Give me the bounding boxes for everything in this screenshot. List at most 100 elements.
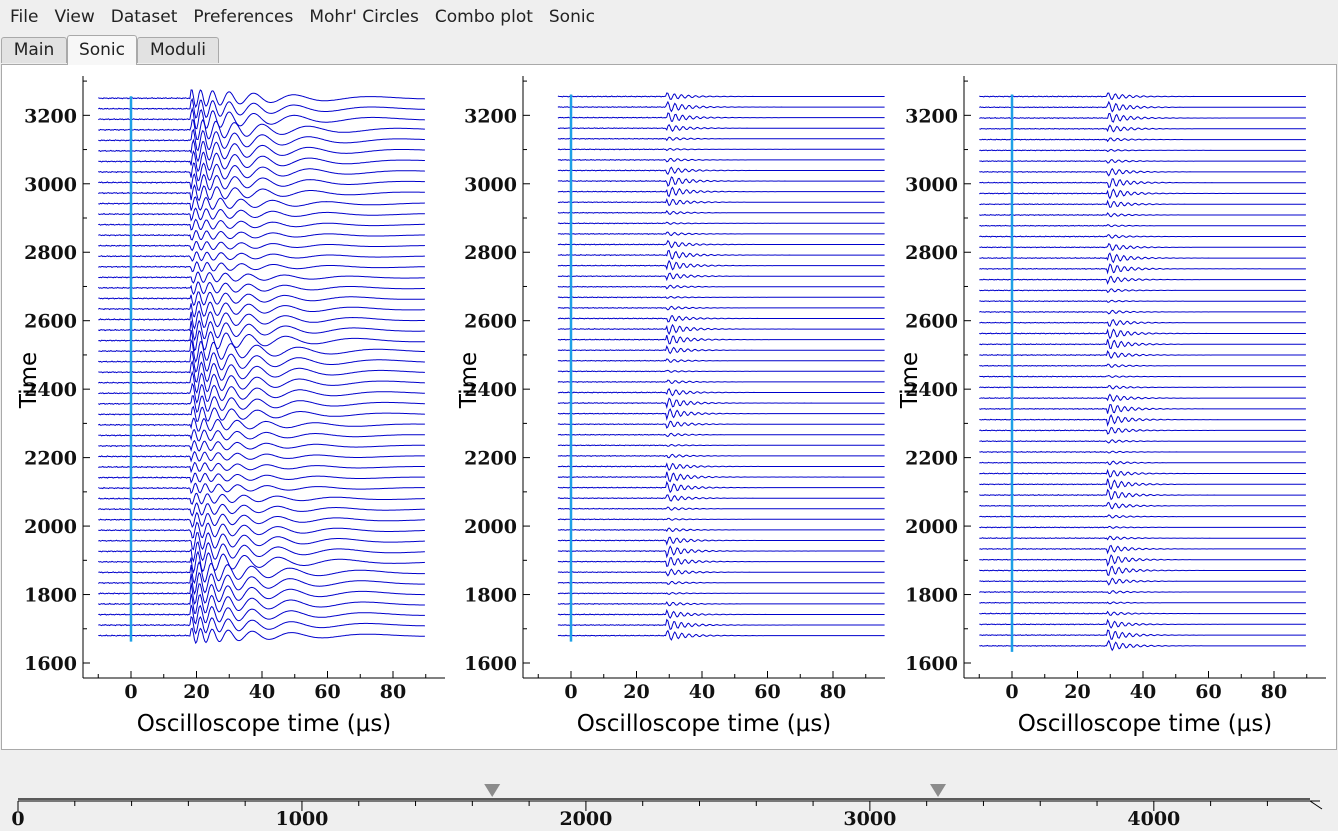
y-tick-label: 2200 [24,448,77,470]
trace [557,462,885,471]
trace [97,571,425,596]
timeline-slider[interactable]: 0 1000 2000 3000 4000 [0,762,1338,831]
trace [979,610,1306,616]
trace [557,536,885,546]
trace [979,501,1306,510]
trace [557,601,885,607]
timeline-end-handle[interactable] [930,784,947,797]
trace [557,369,885,373]
chart-middle: 1600 1800 2000 2200 2400 2600 2800 3000 3200 0 20 4… [456,76,885,737]
menu-mohr-circles[interactable]: Mohr' Circles [309,7,419,27]
menu-sonic[interactable]: Sonic [548,7,595,27]
trace [557,334,885,345]
trace [98,627,425,645]
trace [979,439,1306,444]
y-tick-label: 2600 [905,311,958,333]
tab-moduli[interactable]: Moduli [137,37,219,63]
trace [98,338,425,363]
trace [557,480,885,494]
trace [97,300,425,318]
trace [98,561,425,585]
trace [557,272,885,282]
trace [979,159,1306,164]
x-tick-label: 80 [380,681,406,703]
y-axis-title: Time [456,352,482,409]
trace [98,162,425,182]
trace [98,173,425,192]
menu-preferences[interactable]: Preferences [193,7,294,27]
chart-right: 1600 1800 2000 2200 2400 2600 2800 3000 3200 0 20 4… [897,76,1326,737]
trace [979,450,1306,454]
timeline-tick-label: 1000 [276,808,329,830]
trace [979,224,1306,228]
trace [557,608,885,619]
trace [979,148,1306,153]
trace [98,405,425,423]
y-tick-label: 2200 [905,448,958,470]
menu-file[interactable]: File [10,7,39,27]
trace [557,210,885,215]
x-axis-title: Oscilloscope time (μs) [577,711,832,737]
trace [98,207,425,222]
trace [557,197,885,207]
y-tick-label: 2000 [464,516,517,538]
trace [98,550,425,574]
trace [557,471,885,483]
trace [98,382,425,404]
menu-dataset[interactable]: Dataset [110,7,178,27]
trace [557,305,885,311]
trace [98,532,425,551]
trace [979,404,1306,414]
x-tick-label: 40 [249,681,275,703]
trace [557,239,885,249]
trace [979,242,1306,251]
tab-bar: Main Sonic Moduli [0,35,1338,65]
menu-view[interactable]: View [54,7,95,27]
tab-main[interactable]: Main [1,37,67,63]
trace [979,544,1306,555]
trace [979,577,1306,586]
trace [98,395,425,413]
trace [98,128,425,152]
trace [98,291,425,306]
trace [979,601,1306,605]
tab-sonic[interactable]: Sonic [67,35,137,65]
trace [979,535,1306,541]
y-tick-label: 2400 [464,379,517,401]
trace [557,379,885,384]
trace [98,329,425,352]
trace [979,488,1306,501]
trace [557,453,885,459]
trace [979,137,1306,143]
trace [979,299,1306,303]
trace [98,184,425,202]
timeline-start-handle[interactable] [484,784,501,797]
trace [979,275,1306,285]
trace [557,123,885,133]
trace [98,196,425,211]
trace [979,350,1306,360]
trace [979,309,1306,315]
trace [98,482,425,495]
trace [98,429,425,442]
x-tick-label: 60 [1195,681,1221,703]
y-tick-label: 3200 [905,105,958,127]
trace [979,363,1306,368]
x-tick-label: 40 [689,681,715,703]
y-tick-label: 2600 [464,311,517,333]
trace [98,472,425,484]
trace [979,252,1306,264]
trace [979,92,1306,101]
y-axis-title: Time [897,352,923,409]
y-tick-label: 3200 [24,105,77,127]
menu-combo-plot[interactable]: Combo plot [434,7,533,27]
trace [557,345,885,355]
x-tick-label: 80 [1261,681,1287,703]
x-tick-label: 20 [623,681,649,703]
y-tick-label: 2400 [905,379,958,401]
trace [557,231,885,237]
trace [98,261,425,273]
y-tick-label: 2800 [905,242,958,264]
y-tick-label: 3200 [464,105,517,127]
trace [979,565,1306,576]
